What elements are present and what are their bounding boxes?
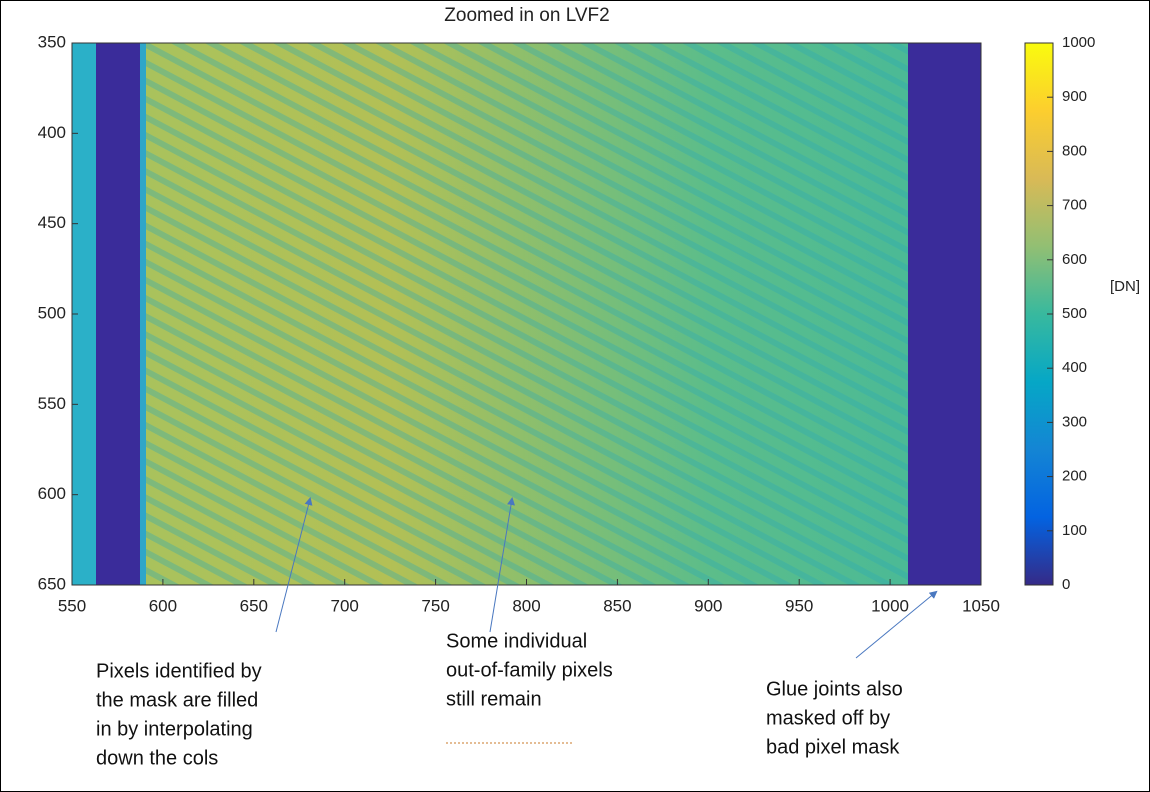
annotation: still remain [446, 688, 542, 710]
arrow [275, 497, 313, 633]
x-tick-label: 800 [512, 596, 540, 615]
colorbar-tick-label: 300 [1062, 413, 1087, 430]
annotation: Glue joints also [766, 678, 903, 700]
x-tick-label: 700 [331, 596, 359, 615]
annotation: bad pixel mask [766, 736, 900, 758]
colorbar-tick-label: 600 [1062, 251, 1087, 268]
colorbar-tick-label: 1000 [1062, 34, 1095, 51]
colorbar-tick-label: 900 [1062, 88, 1087, 105]
annotation: down the cols [96, 747, 218, 769]
annotation: the mask are filled [96, 689, 258, 711]
colorbar-tick-label: 200 [1062, 468, 1087, 485]
y-tick-label: 350 [38, 32, 66, 51]
y-tick-label: 450 [38, 213, 66, 232]
chart-title: Zoomed in on LVF2 [444, 5, 609, 26]
colorbar-tick-label: 500 [1062, 305, 1087, 322]
annotation: out-of-family pixels [446, 659, 613, 681]
x-tick-label: 650 [240, 596, 268, 615]
colorbar-tick-label: 800 [1062, 142, 1087, 159]
x-tick-label: 1000 [871, 596, 909, 615]
colorbar-tick-label: 0 [1062, 576, 1070, 593]
x-tick-label: 750 [421, 596, 449, 615]
colorbar-tick-label: 700 [1062, 197, 1087, 214]
y-tick-label: 500 [38, 303, 66, 322]
x-tick-label: 850 [603, 596, 631, 615]
y-tick-label: 400 [38, 123, 66, 142]
x-tick-label: 900 [694, 596, 722, 615]
x-tick-label: 550 [58, 596, 86, 615]
y-tick-label: 600 [38, 484, 66, 503]
x-tick-label: 950 [785, 596, 813, 615]
annotation: Some individual [446, 630, 587, 652]
colorbar-tick-label: 400 [1062, 359, 1087, 376]
heatmap-image [72, 43, 981, 585]
annotation: masked off by [766, 707, 890, 729]
annotation: in by interpolating [96, 718, 253, 740]
colorbar-label: [DN] [1110, 278, 1140, 295]
arrow [489, 497, 515, 633]
x-tick-label: 600 [149, 596, 177, 615]
arrow [855, 590, 938, 659]
x-tick-label: 1050 [962, 596, 1000, 615]
colorbar-tick-label: 100 [1062, 522, 1087, 539]
y-tick-label: 650 [38, 574, 66, 593]
annotation: Pixels identified by [96, 660, 262, 682]
y-tick-label: 550 [38, 394, 66, 413]
